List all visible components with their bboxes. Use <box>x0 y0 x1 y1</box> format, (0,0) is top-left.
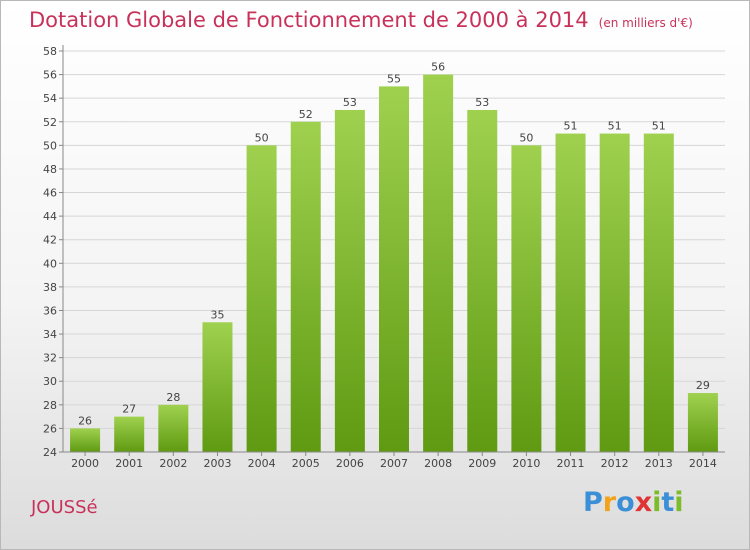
y-tick-label: 44 <box>43 210 57 223</box>
bar-value-label: 53 <box>475 96 489 109</box>
x-tick-label: 2012 <box>601 457 629 470</box>
bar-value-label: 55 <box>387 72 401 85</box>
bar <box>423 74 454 453</box>
bar <box>290 121 321 452</box>
x-tick-label: 2001 <box>115 457 143 470</box>
y-tick-label: 26 <box>43 422 57 435</box>
title-text: Dotation Globale de Fonctionnement de 20… <box>29 8 589 32</box>
bar <box>379 86 409 452</box>
y-tick-label: 48 <box>43 163 57 176</box>
bar-value-label: 56 <box>431 61 445 74</box>
bar-value-label: 51 <box>652 120 666 133</box>
logo-letter: x <box>634 487 653 518</box>
logo-letter: r <box>602 487 617 518</box>
bar-value-label: 50 <box>255 131 269 144</box>
x-tick-label: 2006 <box>336 457 364 470</box>
x-tick-label: 2014 <box>689 457 717 470</box>
bar-value-label: 27 <box>122 403 136 416</box>
x-tick-label: 2002 <box>159 457 187 470</box>
bar-value-label: 28 <box>166 391 180 404</box>
x-tick-label: 2009 <box>468 457 496 470</box>
bar <box>70 428 101 452</box>
y-tick-label: 42 <box>43 234 57 247</box>
bar-value-label: 50 <box>519 131 533 144</box>
bar-value-label: 53 <box>343 96 357 109</box>
bar-value-label: 26 <box>78 414 92 427</box>
bar <box>334 109 365 453</box>
x-tick-label: 2003 <box>203 457 231 470</box>
title-unit: (en milliers d'€) <box>598 16 693 30</box>
bars: 26 27 28 35 50 52 53 55 56 53 50 51 51 51 29 <box>70 61 718 453</box>
x-tick-label: 2008 <box>424 457 452 470</box>
x-tick-label: 2011 <box>557 457 585 470</box>
y-tick-label: 32 <box>43 352 57 365</box>
bar <box>158 404 189 452</box>
bar <box>687 393 718 452</box>
bar-value-label: 35 <box>210 308 224 321</box>
chart-title: Dotation Globale de Fonctionnement de 20… <box>29 8 693 32</box>
axes: 24 26 28 30 32 34 36 38 40 42 44 46 48 50 52 54 56 58 2000… <box>43 45 725 470</box>
y-tick-label: 24 <box>43 446 57 459</box>
bar <box>511 145 542 452</box>
bar <box>246 145 277 452</box>
y-tick-label: 30 <box>43 375 57 388</box>
x-tick-label: 2004 <box>248 457 276 470</box>
y-tick-label: 36 <box>43 304 57 317</box>
bar-value-label: 29 <box>696 379 710 392</box>
commune-name: JOUSSé <box>31 497 98 518</box>
logo-letter: i <box>652 487 662 518</box>
x-tick-label: 2007 <box>380 457 408 470</box>
y-tick-label: 56 <box>43 69 57 82</box>
bar <box>555 133 586 452</box>
y-tick-label: 28 <box>43 399 57 412</box>
y-tick-label: 38 <box>43 281 57 294</box>
y-tick-label: 34 <box>43 328 57 341</box>
x-tick-label: 2005 <box>292 457 320 470</box>
y-tick-label: 54 <box>43 92 57 105</box>
logo-letter: i <box>674 487 684 518</box>
logo-letter: o <box>616 487 635 518</box>
x-tick-label: 2000 <box>71 457 99 470</box>
bar-value-label: 51 <box>608 120 622 133</box>
proxiti-logo: Proxiti <box>583 487 684 518</box>
y-tick-label: 46 <box>43 187 57 200</box>
bar <box>599 133 630 452</box>
bar-value-label: 51 <box>564 120 578 133</box>
y-tick-label: 52 <box>43 116 57 129</box>
logo-letter: P <box>583 487 603 518</box>
bar-value-label: 52 <box>299 108 313 121</box>
x-tick-label: 2010 <box>512 457 540 470</box>
bar <box>114 416 145 452</box>
y-tick-label: 50 <box>43 139 57 152</box>
x-tick-label: 2013 <box>645 457 673 470</box>
bar <box>643 133 674 452</box>
bar <box>202 322 233 452</box>
y-tick-label: 40 <box>43 257 57 270</box>
logo-letter: t <box>661 487 675 518</box>
y-tick-label: 58 <box>43 45 57 58</box>
bar <box>467 109 498 453</box>
